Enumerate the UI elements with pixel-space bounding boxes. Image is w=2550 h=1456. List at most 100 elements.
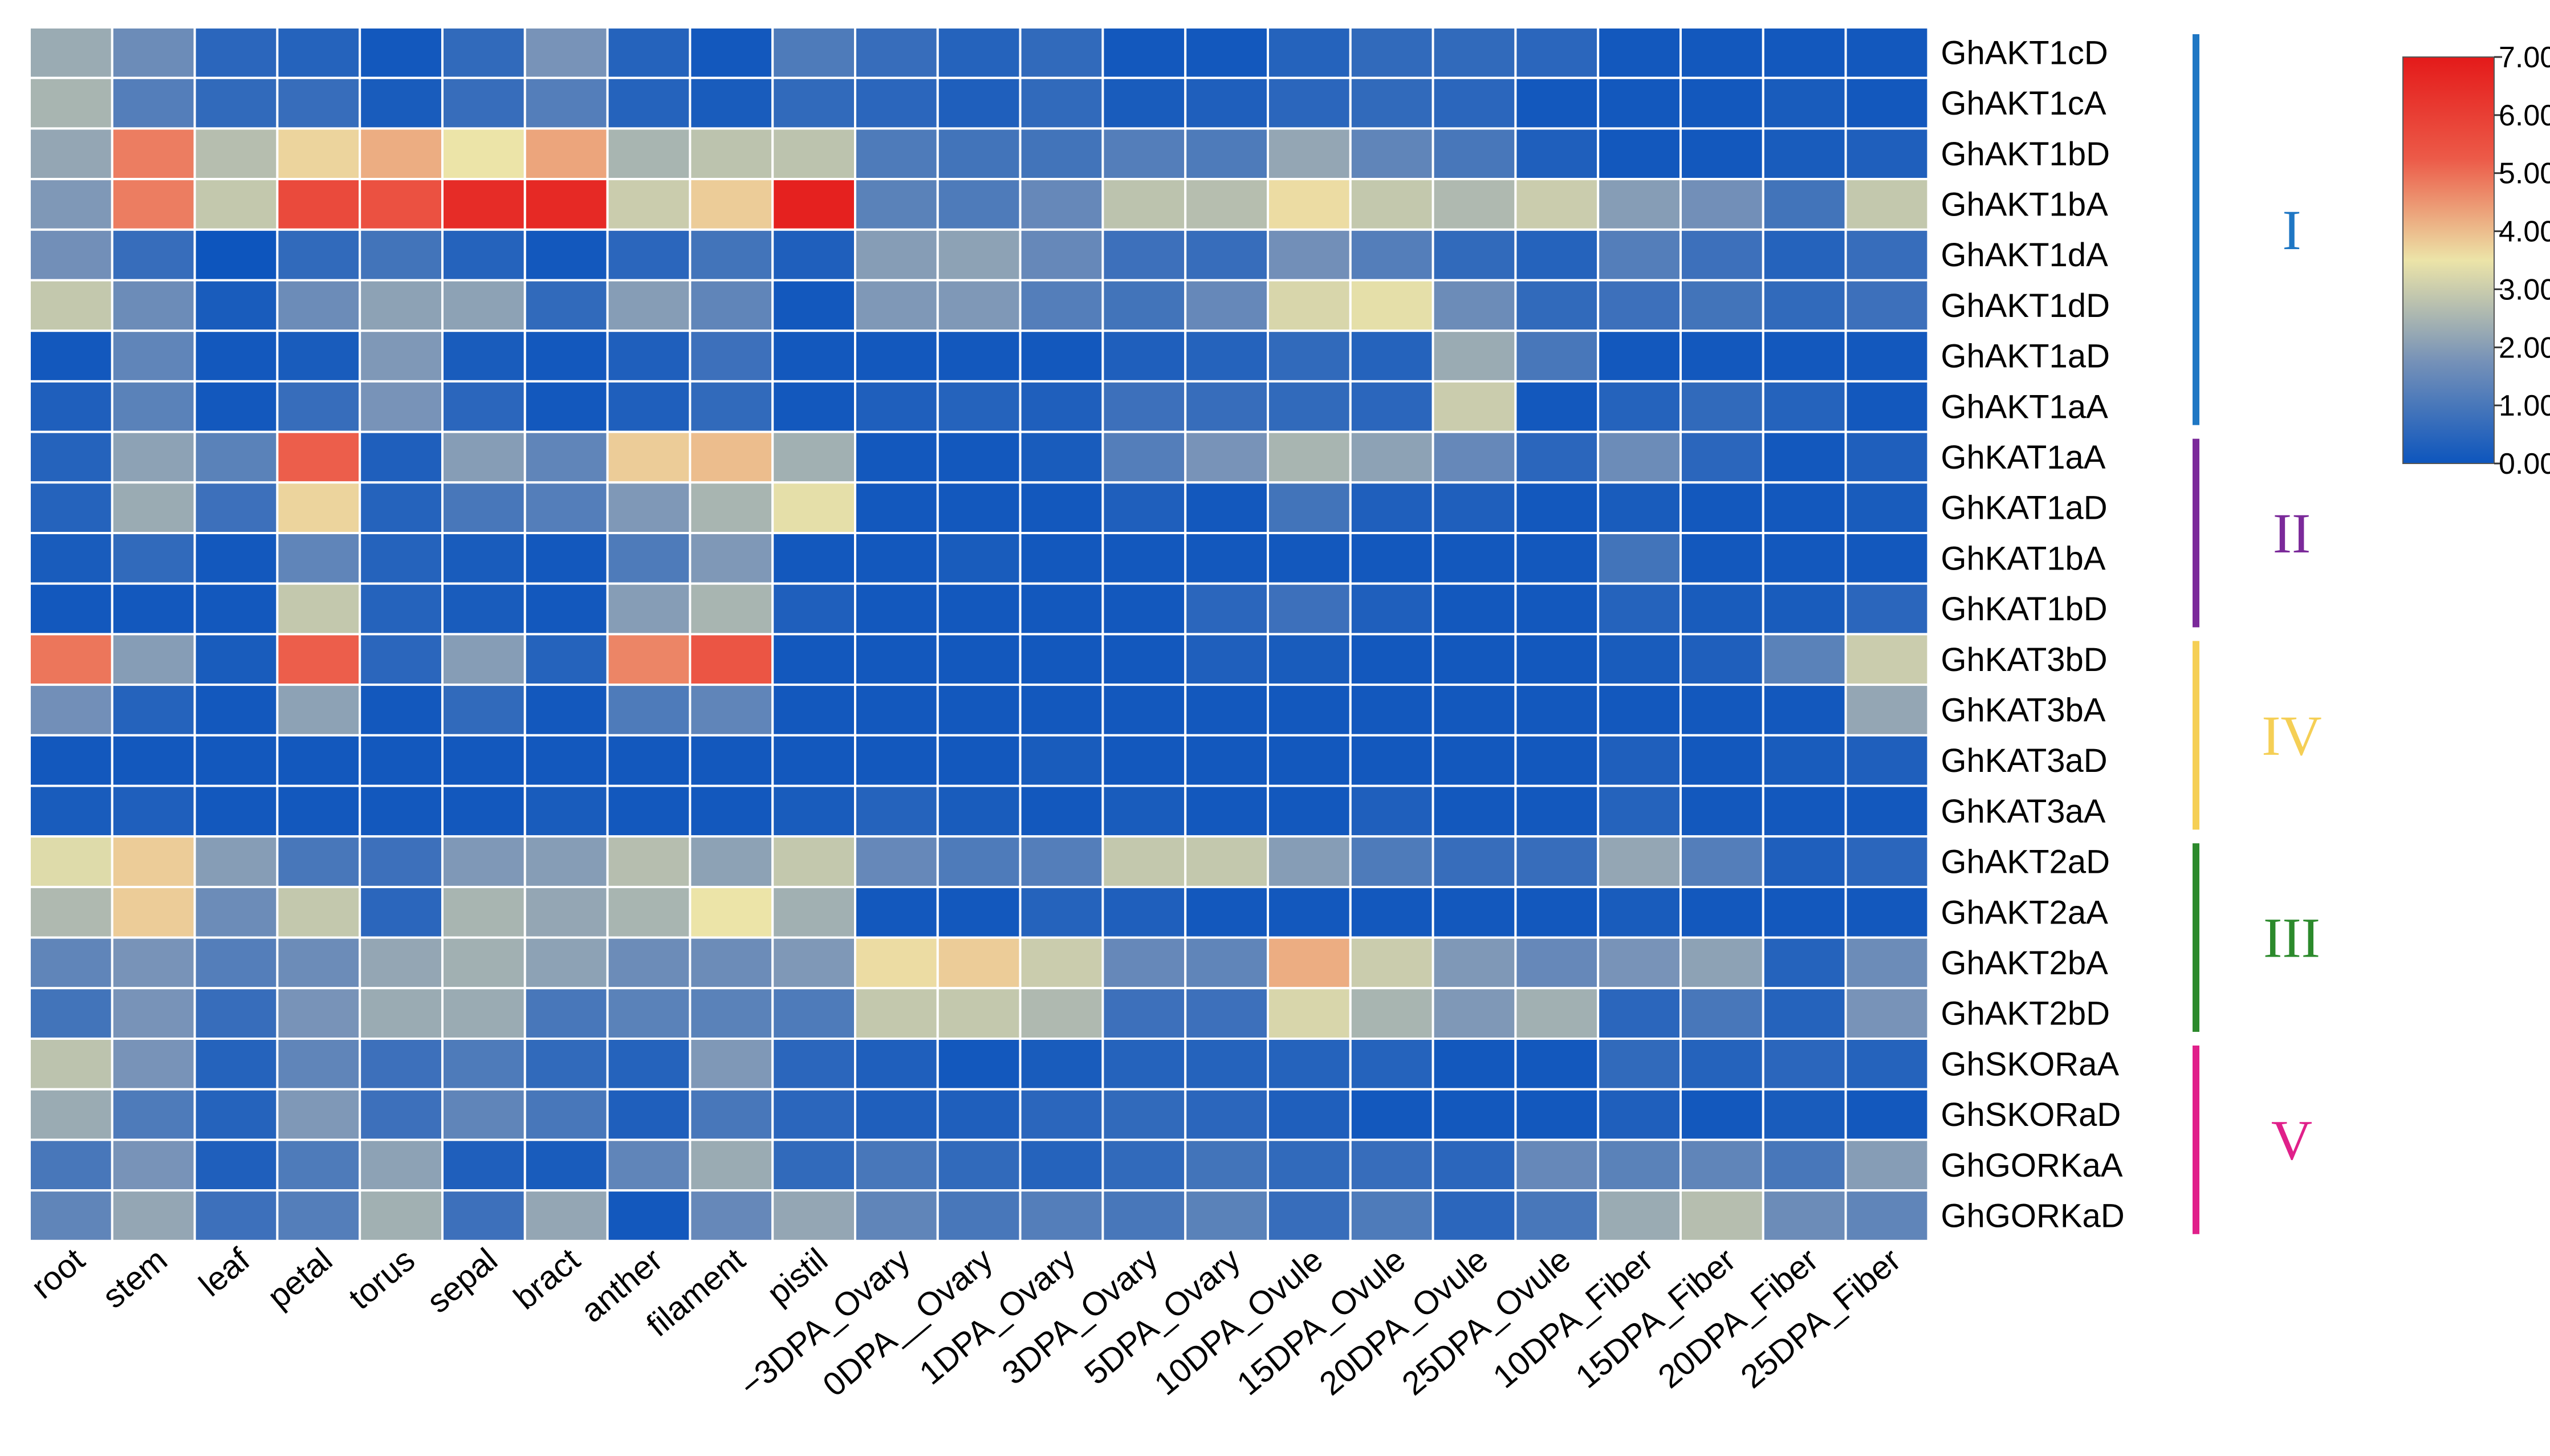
heatmap-cell	[1184, 835, 1269, 888]
heatmap-cell	[1844, 330, 1930, 383]
heatmap-cell	[193, 1088, 279, 1141]
heatmap-cell	[1597, 481, 1682, 534]
row-label: GhAKT1cD	[1941, 34, 2108, 71]
heatmap-cell	[29, 76, 113, 130]
heatmap-cell	[276, 26, 361, 79]
heatmap-cell	[854, 279, 939, 332]
heatmap-cell	[193, 481, 279, 534]
heatmap-cell	[1019, 885, 1104, 939]
heatmap-cell	[1349, 76, 1434, 130]
heatmap-cell	[1514, 734, 1600, 787]
heatmap-cell	[606, 987, 692, 1040]
heatmap-cell	[29, 936, 113, 990]
heatmap-cell	[1267, 684, 1352, 737]
heatmap-cell	[359, 178, 444, 231]
heatmap-cell	[854, 430, 939, 484]
heatmap-cell	[441, 481, 526, 534]
heatmap-cell	[936, 784, 1022, 838]
heatmap-cell	[441, 734, 526, 787]
heatmap-cell	[1514, 228, 1600, 282]
heatmap-cell	[1184, 127, 1269, 181]
heatmap-cell	[441, 885, 526, 939]
heatmap-cell	[606, 1138, 692, 1192]
heatmap-cell	[1267, 885, 1352, 939]
heatmap-cell	[1844, 885, 1930, 939]
heatmap-cell	[1597, 279, 1682, 332]
heatmap-cell	[1679, 633, 1764, 686]
heatmap-cell	[276, 633, 361, 686]
heatmap-cell	[1762, 936, 1847, 990]
heatmap-cell	[276, 784, 361, 838]
heatmap-cell	[771, 330, 856, 383]
heatmap-cell	[606, 76, 692, 130]
heatmap-cell	[111, 1138, 196, 1192]
heatmap-cell	[1844, 936, 1930, 990]
heatmap-cell	[359, 228, 444, 282]
heatmap-cell	[29, 1189, 113, 1242]
heatmap-cell	[359, 330, 444, 383]
heatmap-cell	[1762, 1038, 1847, 1091]
heatmap-cell	[936, 734, 1022, 787]
heatmap-cell	[193, 936, 279, 990]
heatmap-cell	[193, 380, 279, 433]
heatmap-cell	[1679, 380, 1764, 433]
heatmap-cell	[854, 1088, 939, 1141]
heatmap-cell	[1019, 1189, 1104, 1242]
heatmap-cell	[193, 582, 279, 636]
heatmap-cell	[771, 1038, 856, 1091]
heatmap-cell	[1762, 481, 1847, 534]
heatmap-cell	[1514, 481, 1600, 534]
heatmap-cell	[1597, 532, 1682, 585]
heatmap-cell	[1267, 532, 1352, 585]
heatmap-cell	[1597, 1038, 1682, 1091]
heatmap-cell	[111, 228, 196, 282]
heatmap-cell	[1844, 430, 1930, 484]
heatmap-cell	[1844, 481, 1930, 534]
heatmap-cell	[193, 1189, 279, 1242]
heatmap-cell	[1101, 76, 1187, 130]
heatmap-cell	[193, 127, 279, 181]
heatmap-cell	[1431, 1189, 1517, 1242]
heatmap-cell	[1844, 76, 1930, 130]
row-label: GhGORKaA	[1941, 1147, 2122, 1184]
heatmap-cell	[1762, 330, 1847, 383]
heatmap-cell	[1679, 1088, 1764, 1141]
heatmap-cell	[771, 633, 856, 686]
heatmap-cell	[276, 1138, 361, 1192]
heatmap-cell	[1349, 26, 1434, 79]
heatmap-cell	[1844, 228, 1930, 282]
row-label: GhAKT2aD	[1941, 844, 2110, 881]
heatmap-cell	[1762, 633, 1847, 686]
heatmap-cell	[1597, 885, 1682, 939]
heatmap-cell	[1679, 330, 1764, 383]
heatmap-cell	[854, 582, 939, 636]
heatmap-cell	[936, 936, 1022, 990]
heatmap-cell	[523, 228, 609, 282]
heatmap-cell	[689, 885, 774, 939]
heatmap-cell	[1597, 633, 1682, 686]
heatmap-cell	[441, 1038, 526, 1091]
heatmap-cell	[936, 633, 1022, 686]
heatmap-cell	[1019, 1088, 1104, 1141]
heatmap-cell	[193, 987, 279, 1040]
row-label: GhAKT1bD	[1941, 136, 2110, 173]
heatmap-cell	[1349, 330, 1434, 383]
heatmap-cell	[523, 481, 609, 534]
heatmap-cell	[1267, 178, 1352, 231]
heatmap-cell	[111, 582, 196, 636]
heatmap-cell	[1349, 228, 1434, 282]
heatmap-cell	[689, 228, 774, 282]
heatmap-cell	[359, 380, 444, 433]
heatmap-cell	[1101, 430, 1187, 484]
heatmap-cell	[1762, 380, 1847, 433]
heatmap-cell	[771, 532, 856, 585]
row-label: GhAKT2aA	[1941, 894, 2108, 931]
heatmap-cell	[29, 885, 113, 939]
heatmap-cell	[1762, 885, 1847, 939]
heatmap-cell	[1679, 936, 1764, 990]
heatmap-cell	[1762, 1088, 1847, 1141]
heatmap-cell	[1514, 178, 1600, 231]
heatmap-cell	[359, 784, 444, 838]
heatmap-cell	[1679, 76, 1764, 130]
heatmap-cell	[1679, 885, 1764, 939]
